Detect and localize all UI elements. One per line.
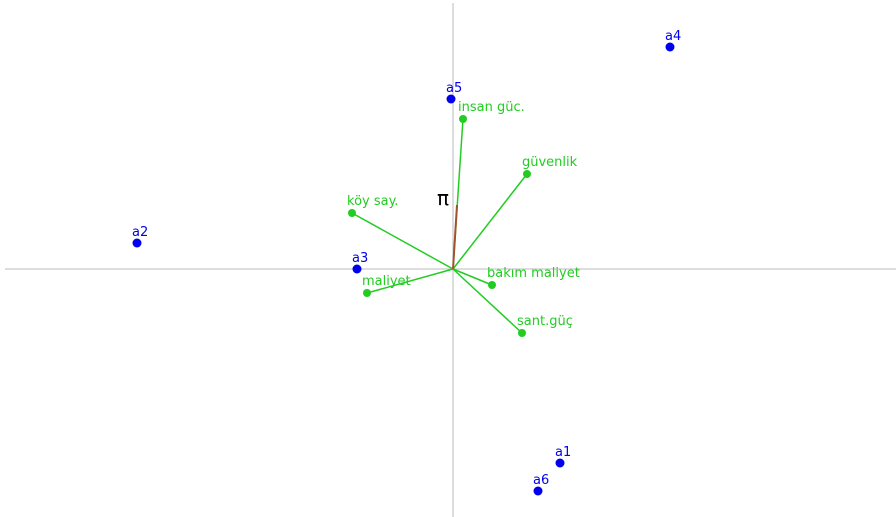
alternative-label: a3 (352, 251, 368, 266)
pi-vector (452, 204, 458, 270)
criterion-point (459, 115, 467, 123)
alternative-point (446, 94, 456, 104)
pi-label: π (437, 186, 449, 210)
criterion-vector (452, 173, 528, 270)
criterion-vector (452, 268, 523, 334)
criterion-label: maliyet (362, 274, 411, 289)
criterion-label: bakım maliyet (487, 266, 580, 281)
alternative-label: a2 (132, 225, 148, 240)
criterion-point (488, 281, 496, 289)
criterion-point (348, 209, 356, 217)
criterion-vector (351, 212, 454, 270)
alternative-point (533, 486, 543, 496)
alternative-point (555, 458, 565, 468)
alternative-label: a1 (555, 445, 571, 460)
criterion-label: insan güc. (458, 100, 525, 115)
criterion-label: sant.güç (517, 314, 573, 329)
criterion-point (363, 289, 371, 297)
criterion-label: güvenlik (522, 155, 578, 170)
criterion-label: köy say. (347, 194, 399, 209)
alternative-point (352, 264, 362, 274)
alternative-point (665, 42, 675, 52)
alternative-point (132, 238, 142, 248)
criterion-point (518, 329, 526, 337)
criterion-point (523, 170, 531, 178)
criterion-vector (366, 268, 454, 294)
alternative-label: a6 (533, 473, 549, 488)
alternative-label: a4 (665, 29, 681, 44)
alternative-label: a5 (446, 81, 462, 96)
criterion-vector (452, 268, 493, 286)
